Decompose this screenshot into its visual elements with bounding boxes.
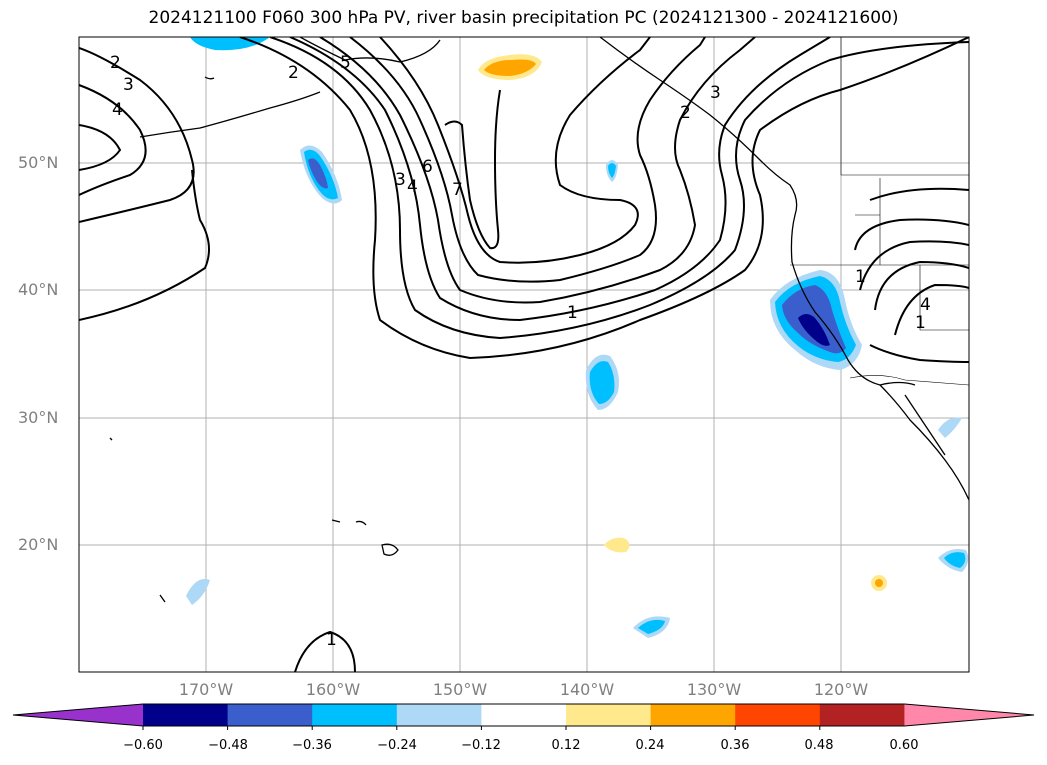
colorbar-segment bbox=[735, 704, 821, 726]
contour-label: 4 bbox=[920, 295, 931, 315]
lat-label: 20°N bbox=[18, 535, 59, 554]
contour-label: 4 bbox=[407, 177, 418, 197]
contour-label: 1 bbox=[567, 303, 578, 323]
colorbar-extend-low bbox=[13, 704, 143, 726]
contour-labels: 2 3 4 2 3 4 5 6 7 1 1 1 2 3 4 1 bbox=[110, 53, 931, 650]
contour-label: 3 bbox=[710, 83, 721, 103]
colorbar-tick-label: 0.12 bbox=[551, 738, 581, 753]
colorbar-segment bbox=[650, 704, 736, 726]
lon-label: 150°W bbox=[432, 680, 488, 699]
contour-label: 3 bbox=[123, 75, 134, 95]
coastlines bbox=[109, 37, 969, 603]
borders bbox=[790, 37, 969, 386]
colorbar-tick-label: −0.12 bbox=[461, 738, 501, 753]
contour-label: 1 bbox=[915, 313, 926, 333]
contour-label: 4 bbox=[112, 100, 123, 120]
contour-label: 1 bbox=[855, 267, 866, 287]
colorbar-segment bbox=[143, 704, 229, 726]
lon-label: 130°W bbox=[686, 680, 742, 699]
colorbar-segment bbox=[481, 704, 567, 726]
colorbar-tick-label: −0.48 bbox=[208, 738, 248, 753]
contour-label: 2 bbox=[110, 53, 121, 73]
lat-label: 50°N bbox=[18, 153, 59, 172]
pv-contours bbox=[79, 37, 969, 672]
colorbar bbox=[12, 703, 1035, 730]
colorbar-segment bbox=[819, 704, 905, 726]
contour-label: 1 bbox=[326, 630, 337, 650]
colorbar-segment bbox=[396, 704, 482, 726]
contour-label: 3 bbox=[395, 170, 406, 190]
colorbar-tick-label: −0.36 bbox=[292, 738, 332, 753]
lon-label: 170°W bbox=[178, 680, 234, 699]
lat-label: 40°N bbox=[18, 280, 59, 299]
colorbar-tick-label: 0.36 bbox=[720, 738, 750, 753]
colorbar-segment bbox=[227, 704, 313, 726]
precip-shading bbox=[186, 37, 969, 638]
contour-label: 7 bbox=[452, 180, 463, 200]
contour-label: 2 bbox=[680, 103, 691, 123]
colorbar-segment bbox=[566, 704, 652, 726]
colorbar-tick-label: 0.60 bbox=[889, 738, 919, 753]
colorbar-tick-label: 0.48 bbox=[804, 738, 834, 753]
contour-label: 5 bbox=[340, 53, 351, 73]
lon-label: 140°W bbox=[559, 680, 615, 699]
colorbar-segment bbox=[312, 704, 398, 726]
plot-frame bbox=[78, 36, 970, 673]
colorbar-extend-high bbox=[904, 704, 1034, 726]
colorbar-tick-label: −0.60 bbox=[123, 738, 163, 753]
lon-label: 120°W bbox=[813, 680, 869, 699]
lon-label: 160°W bbox=[305, 680, 361, 699]
lat-label: 30°N bbox=[18, 408, 59, 427]
contour-label: 2 bbox=[288, 63, 299, 83]
map-title: 2024121100 F060 300 hPa PV, river basin … bbox=[148, 8, 899, 28]
contour-label: 6 bbox=[422, 157, 433, 177]
colorbar-tick-label: −0.24 bbox=[377, 738, 417, 753]
colorbar-tick-label: 0.24 bbox=[635, 738, 665, 753]
